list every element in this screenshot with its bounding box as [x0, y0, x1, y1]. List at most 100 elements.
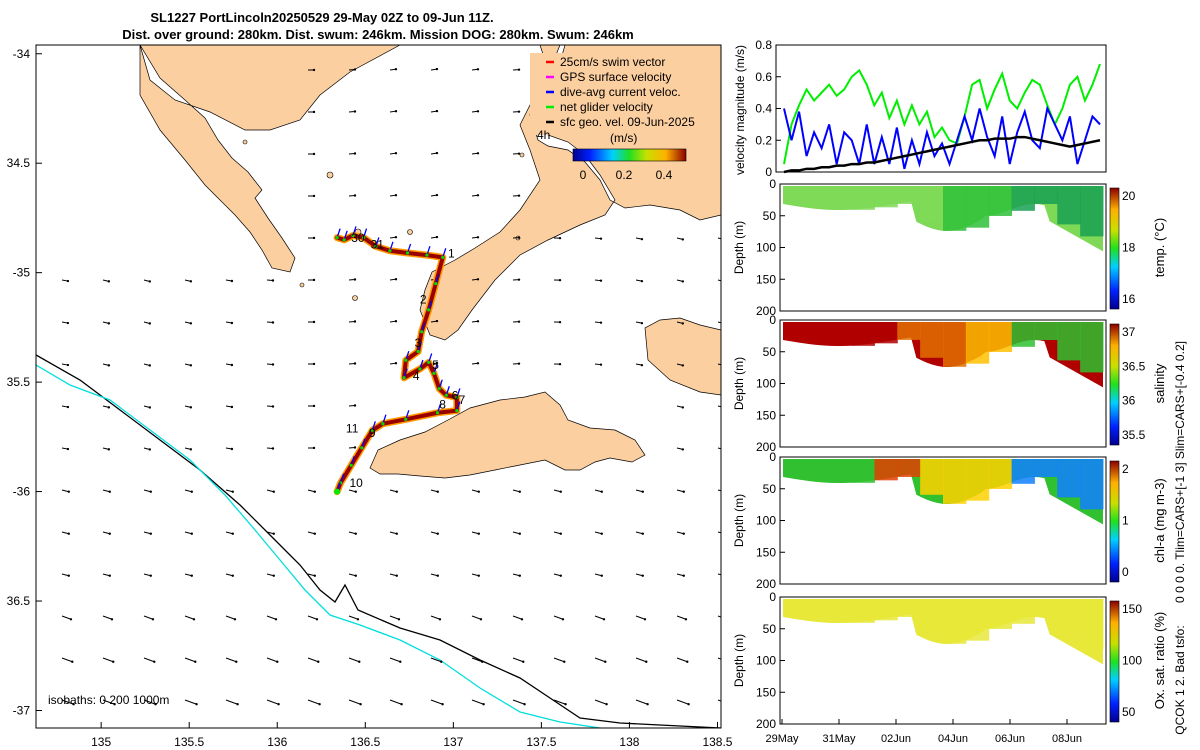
velocity-arrow [717, 615, 721, 618]
track-line [335, 233, 459, 494]
velocity-arrow-head [517, 68, 521, 71]
profile-panel-3: 0 50 100 150 200 Depth (m) 150 100 50 Ox. sat. ra… [732, 590, 1167, 731]
velocity-arrow-head [71, 660, 74, 663]
velocity-arrow [143, 699, 156, 705]
velocity-arrow-head [276, 660, 279, 663]
profile-band [897, 459, 921, 477]
map-xtick-label: 137 [443, 735, 463, 749]
day-label-10: 10 [349, 476, 363, 490]
track-point [435, 411, 440, 415]
time-tick-label: 04Jun [938, 733, 968, 745]
velocity-arrow-head [441, 703, 444, 706]
profile-band [965, 186, 990, 228]
velocity-arrow-head [353, 68, 357, 71]
velocity-arrow-head [600, 532, 603, 535]
colorbar-tick-label: 20 [1122, 189, 1136, 203]
velocity-arrow-head [481, 660, 484, 663]
profile-band [920, 459, 944, 495]
velocity-arrow [184, 657, 196, 663]
velocity-arrow-head [113, 703, 116, 706]
velocity-arrow [225, 615, 236, 620]
velocity-arrow-head [313, 490, 316, 493]
velocity-arrow-head [397, 618, 401, 621]
velocity-arrow [471, 699, 484, 705]
profile-band [988, 186, 1013, 216]
velocity-arrow [430, 657, 442, 663]
profile-band [1057, 186, 1081, 225]
profile-band [1057, 459, 1081, 498]
velocity-arrow-head [235, 660, 238, 663]
velocity-arrow-head [517, 278, 521, 281]
map-axes: 135 135.5 136 136.5 137 137.5 138 138.5-3434.5-… [7, 47, 733, 749]
velocity-arrow-head [477, 490, 480, 493]
map-xtick-label: 136 [267, 735, 287, 749]
velocity-arrow-head [604, 660, 607, 663]
velocity-arrow [225, 699, 238, 705]
profile-band [943, 459, 967, 504]
velocity-arrow-head [599, 279, 603, 282]
velocity-arrow-head [149, 574, 152, 577]
track-point [361, 236, 366, 240]
velocity-ylabel: velocity magnitude (m/s) [733, 45, 747, 175]
velocity-arrow-head [271, 447, 275, 450]
legend-label: 25cm/s swim vector [560, 55, 665, 69]
profile-band [851, 459, 875, 483]
velocity-arrow-head [476, 68, 480, 71]
velocity-arrow-head [440, 660, 443, 663]
profile-band [1034, 459, 1058, 478]
colorbar-tick-label: 18 [1122, 241, 1136, 255]
velocity-arrow-head [394, 151, 398, 155]
velocity-arrow-head [271, 405, 275, 408]
land-kangaroo-island [369, 391, 646, 479]
velocity-arrow [553, 657, 565, 663]
depth-tick-label: 150 [756, 685, 776, 699]
profile-band [828, 459, 853, 483]
velocity-arrow-head [723, 406, 725, 408]
velocity-arrow-head [353, 446, 357, 449]
velocity-arrow-head [724, 575, 726, 577]
velocity-arrow-head [394, 235, 398, 239]
velocity-arrow-head [318, 703, 321, 706]
velocity-arrow-head [438, 618, 442, 621]
day-label-30: 30 [351, 231, 365, 245]
track-point [370, 428, 374, 432]
velocity-arrow [102, 657, 114, 663]
colorbar-label: salinity [1152, 363, 1167, 403]
velocity-arrow-head [563, 660, 566, 663]
velocity-arrow [225, 657, 237, 663]
velocity-arrow-head [107, 364, 111, 367]
velocity-arrow-head [272, 574, 275, 577]
velocity-arrow-head [477, 574, 480, 577]
track-point [455, 395, 459, 400]
depth-tick-label: 50 [763, 482, 777, 496]
isobath-200m [36, 354, 721, 728]
colorbar-label: chl-a (mg m-3) [1152, 478, 1167, 563]
velocity-arrow-head [476, 110, 480, 113]
velocity-arrow-head [605, 703, 608, 706]
velocity-arrow [430, 615, 441, 620]
profile-band [1011, 459, 1035, 484]
velocity-arrow-head [724, 533, 726, 535]
profile-colorbar [1109, 460, 1120, 583]
track-point [388, 249, 392, 253]
velocity-arrow-head [681, 448, 685, 451]
velocity-arrow-head [312, 278, 316, 282]
velocity-arrow [635, 657, 647, 663]
velocity-arrow-head [558, 236, 562, 240]
velocity-arrow-head [395, 574, 398, 577]
velocity-arrow-head [358, 660, 361, 663]
velocity-arrow-head [272, 532, 275, 535]
velocity-arrow-head [151, 618, 155, 621]
map-xtick-label: 135.5 [174, 735, 204, 749]
velocity-arrow [307, 699, 320, 705]
map-ytick-label: 36.5 [7, 594, 31, 608]
velocity-arrow-head [723, 448, 725, 450]
track-point [404, 417, 408, 421]
land-eyre-peninsula [36, 45, 401, 273]
velocity-arrow [266, 657, 278, 663]
profile-band [828, 186, 853, 210]
track-point [404, 358, 408, 362]
map-ytick-label: -34 [13, 47, 31, 61]
